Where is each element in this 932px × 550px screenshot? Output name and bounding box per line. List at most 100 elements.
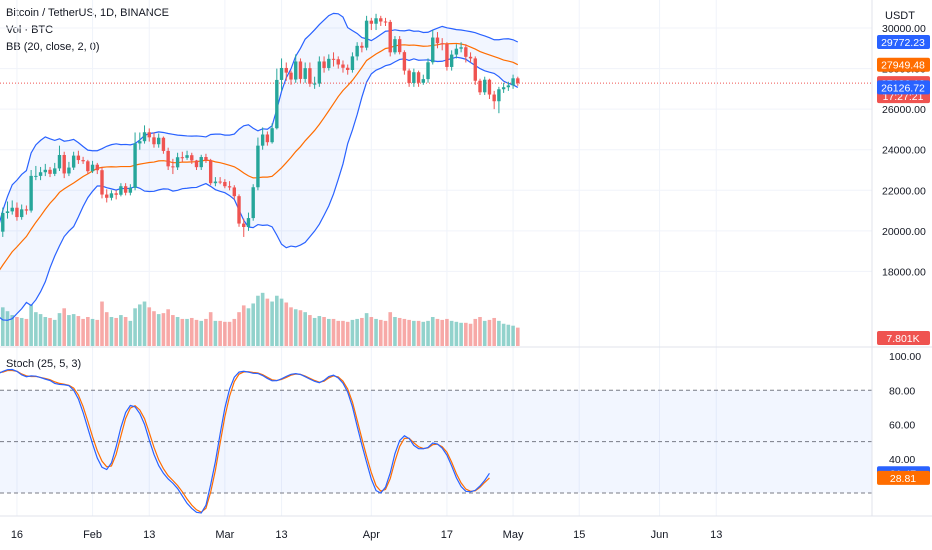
volume-bar xyxy=(166,309,170,346)
candle-body xyxy=(62,154,66,174)
stoch-legend[interactable]: Stoch (25, 5, 3) xyxy=(6,358,82,370)
volume-bar xyxy=(62,308,66,346)
candle-body xyxy=(147,132,151,138)
volume-bar xyxy=(251,303,255,346)
candle-body xyxy=(5,211,10,214)
volume-bar xyxy=(426,320,430,346)
stoch-tick-label: 40.00 xyxy=(889,454,915,466)
volume-bar xyxy=(142,301,147,346)
candles xyxy=(1,13,520,237)
candle-body xyxy=(81,160,85,162)
volume-bar xyxy=(421,321,426,346)
basis-badge-bg xyxy=(877,57,930,72)
candle-body xyxy=(506,85,511,88)
candle-body xyxy=(449,54,454,67)
volume-bar xyxy=(317,316,322,346)
volume-bar xyxy=(227,321,232,346)
volume-bar xyxy=(312,317,317,346)
volume-bars xyxy=(0,292,520,346)
candle-body xyxy=(133,143,137,188)
volume-bar xyxy=(360,317,364,346)
bb-lower-badge-bg xyxy=(877,80,930,95)
stoch-tick-label: 100.00 xyxy=(889,351,921,363)
symbol-title[interactable]: Bitcoin / TetherUS, 1D, BINANCE xyxy=(6,7,170,19)
volume-bar xyxy=(109,317,114,346)
candle-body xyxy=(445,43,449,67)
volume-bar xyxy=(43,317,48,346)
candle-body xyxy=(86,161,90,172)
volume-bar xyxy=(161,313,166,346)
volume-bar xyxy=(308,315,312,346)
candle-body xyxy=(492,94,496,102)
volume-bar xyxy=(0,307,5,346)
stoch-tick-label: 80.00 xyxy=(889,385,915,397)
volume-bar xyxy=(378,319,383,346)
volume-bar xyxy=(322,317,326,346)
volume-bar xyxy=(473,318,478,346)
candle-body xyxy=(95,164,99,171)
volume-badge-text: 7.801K xyxy=(886,333,919,345)
candle-body xyxy=(308,68,312,84)
candle-body xyxy=(128,187,133,193)
candle-body xyxy=(256,145,260,188)
volume-legend[interactable]: Vol · BTC xyxy=(6,24,54,36)
candle-body xyxy=(322,61,326,68)
stoch-d-badge-text: 28.81 xyxy=(890,473,916,485)
candle-body xyxy=(152,137,156,145)
candle-body xyxy=(223,181,227,187)
volume-bar xyxy=(199,320,204,346)
candle-body xyxy=(397,39,402,53)
volume-bar xyxy=(208,312,213,346)
volume-bar xyxy=(430,317,435,346)
volume-bar xyxy=(5,311,10,346)
candle-body xyxy=(166,150,170,167)
volume-bar xyxy=(128,320,133,346)
volume-bar xyxy=(57,313,62,346)
candle-body xyxy=(412,72,416,83)
volume-bar xyxy=(52,319,57,346)
volume-bar xyxy=(341,320,345,346)
volume-bar xyxy=(284,302,289,346)
volume-bar xyxy=(152,311,156,346)
volume-bar xyxy=(364,313,369,346)
time-tick-label: Jun xyxy=(651,529,669,541)
candle-body xyxy=(90,164,95,172)
candle-body xyxy=(483,79,487,93)
volume-bar xyxy=(24,318,29,346)
volume-bar xyxy=(492,317,496,346)
candle-body xyxy=(71,155,76,168)
volume-bar xyxy=(76,316,81,346)
time-tick-label: Apr xyxy=(363,529,380,541)
price-tick-label: 20000.00 xyxy=(882,226,926,238)
candle-body xyxy=(312,83,317,85)
volume-bar xyxy=(298,310,303,346)
volume-bar xyxy=(185,318,189,346)
candle-body xyxy=(251,187,255,219)
volume-bar xyxy=(34,312,38,346)
volume-bar xyxy=(81,318,85,346)
volume-bar xyxy=(133,308,137,346)
candle-body xyxy=(48,169,52,174)
volume-bar xyxy=(147,307,152,346)
candle-body xyxy=(501,87,506,90)
candle-body xyxy=(109,193,114,198)
candle-body xyxy=(175,157,180,168)
time-tick-label: 13 xyxy=(143,529,155,541)
candle-body xyxy=(426,62,430,80)
volume-bar xyxy=(223,321,227,346)
volume-bar xyxy=(275,295,279,346)
volume-bar xyxy=(289,307,293,346)
volume-bar xyxy=(38,314,43,346)
candle-body xyxy=(34,175,38,177)
price-tick-label: 18000.00 xyxy=(882,266,926,278)
volume-bar xyxy=(171,315,175,346)
volume-bar xyxy=(454,321,459,346)
candle-body xyxy=(464,47,468,57)
bb-legend[interactable]: BB (20, close, 2, 0) xyxy=(6,41,100,53)
volume-bar xyxy=(15,317,19,346)
volume-bar xyxy=(138,304,142,346)
volume-bar xyxy=(119,315,123,346)
volume-bar xyxy=(218,320,222,346)
time-tick-label: 16 xyxy=(11,529,23,541)
